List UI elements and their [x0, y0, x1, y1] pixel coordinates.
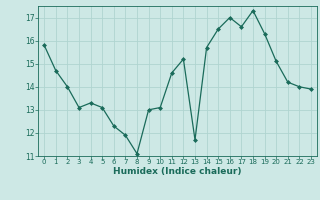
X-axis label: Humidex (Indice chaleur): Humidex (Indice chaleur): [113, 167, 242, 176]
